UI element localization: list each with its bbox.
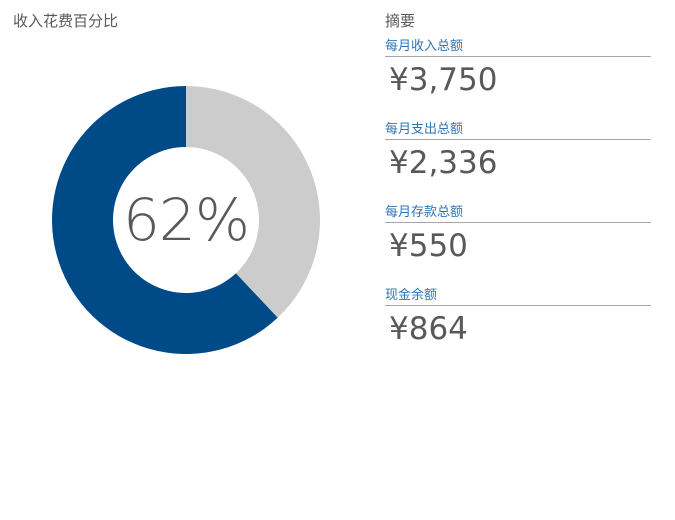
- summary-item-label: 每月支出总额: [385, 122, 651, 140]
- summary-item-value: ¥864: [389, 311, 468, 347]
- donut-slice-0: [52, 86, 278, 354]
- summary-item-cash-balance: 现金余额 ¥864: [385, 288, 651, 371]
- donut-chart: 62%: [52, 86, 320, 354]
- center-percentage: 62%: [123, 186, 250, 254]
- summary-item-value: ¥3,750: [389, 62, 498, 98]
- summary-item-expense: 每月支出总额 ¥2,336: [385, 122, 651, 205]
- donut-svg: [52, 86, 320, 354]
- summary-item-label: 每月存款总额: [385, 205, 651, 223]
- summary-item-income: 每月收入总额 ¥3,750: [385, 39, 651, 122]
- summary-item-value: ¥2,336: [389, 145, 498, 181]
- chart-title: 收入花费百分比: [13, 12, 119, 30]
- summary-item-value: ¥550: [389, 228, 468, 264]
- summary-item-savings: 每月存款总额 ¥550: [385, 205, 651, 288]
- summary-item-label: 每月收入总额: [385, 39, 651, 57]
- summary-title: 摘要: [385, 12, 416, 30]
- donut-slice-1: [186, 86, 320, 318]
- summary-panel: 摘要 每月收入总额 ¥3,750 每月支出总额 ¥2,336 每月存款总额 ¥5…: [385, 10, 651, 371]
- summary-item-label: 现金余额: [385, 288, 651, 306]
